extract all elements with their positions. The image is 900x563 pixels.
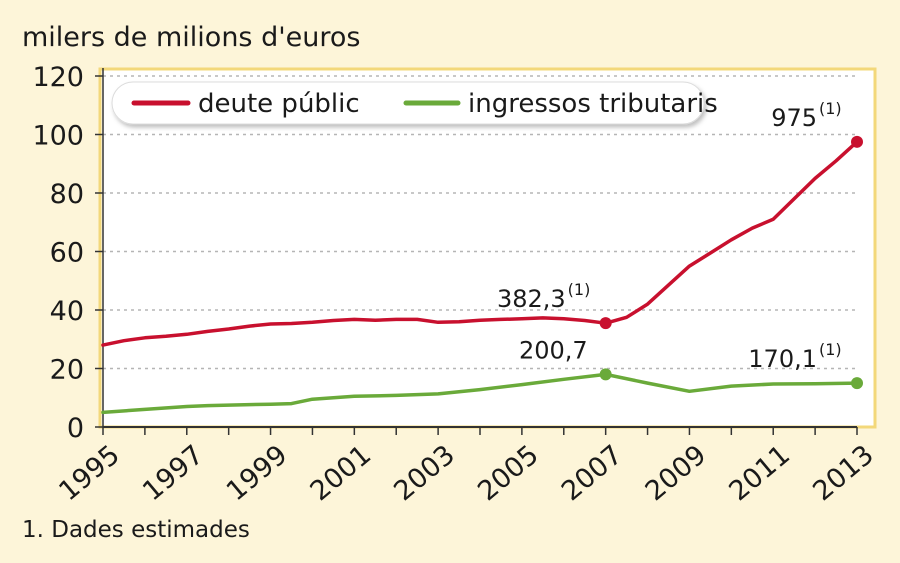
- y-tick-label: 20: [50, 355, 84, 386]
- data-point-marker: [851, 135, 863, 148]
- plot-area: [98, 67, 877, 429]
- legend: deute públic ingressos tributaris: [111, 81, 718, 125]
- x-tick-label: 1999: [221, 439, 294, 507]
- y-tick-label: 120: [32, 62, 84, 93]
- y-tick-label: 80: [50, 179, 84, 210]
- x-tick-label: 2003: [388, 439, 461, 507]
- legend-label-ingressos: ingressos tributaris: [468, 89, 718, 119]
- x-tick-label: 2005: [472, 439, 545, 507]
- series-lines: [101, 140, 859, 415]
- data-label-footnote-mark: (1): [819, 99, 842, 118]
- x-tick-label: 2007: [556, 439, 629, 507]
- data-label: 200,7: [519, 336, 588, 364]
- data-point-marker: [599, 317, 612, 330]
- y-tick-label: 40: [50, 296, 84, 327]
- x-tick-label: 2013: [807, 439, 880, 507]
- x-tick-label: 2009: [640, 439, 713, 507]
- footnote: 1. Dades estimades: [22, 517, 250, 543]
- data-label-footnote-mark: (1): [819, 340, 842, 359]
- y-tick-label: 0: [67, 413, 84, 444]
- data-point-marker: [599, 368, 612, 381]
- x-tick-label: 2001: [305, 439, 378, 507]
- data-label: 382,3: [497, 285, 566, 313]
- series-line-0: [101, 140, 859, 347]
- data-label-footnote-mark: (1): [568, 280, 591, 299]
- legend-label-deute: deute públic: [198, 89, 360, 119]
- series-line-1: [101, 372, 859, 415]
- data-label: 975: [771, 104, 817, 132]
- x-tick-label: 2011: [723, 439, 796, 507]
- data-labels: 382,3 (1)975 (1)200,7 170,1 (1): [497, 99, 863, 390]
- data-point-marker: [851, 377, 863, 390]
- x-axis-ticks: 1995 1997 1999 2001 2003 2005 2007 2009 2011 2013: [53, 426, 880, 507]
- y-axis-unit-label: milers de milions d'euros: [22, 22, 360, 53]
- y-tick-label: 60: [50, 238, 84, 269]
- y-tick-label: 100: [32, 121, 84, 152]
- x-tick-label: 1995: [53, 439, 126, 507]
- y-axis-ticks: 0 20 40 60 80 100 120: [32, 62, 104, 444]
- x-tick-label: 1997: [137, 439, 210, 507]
- data-label: 170,1: [748, 345, 817, 373]
